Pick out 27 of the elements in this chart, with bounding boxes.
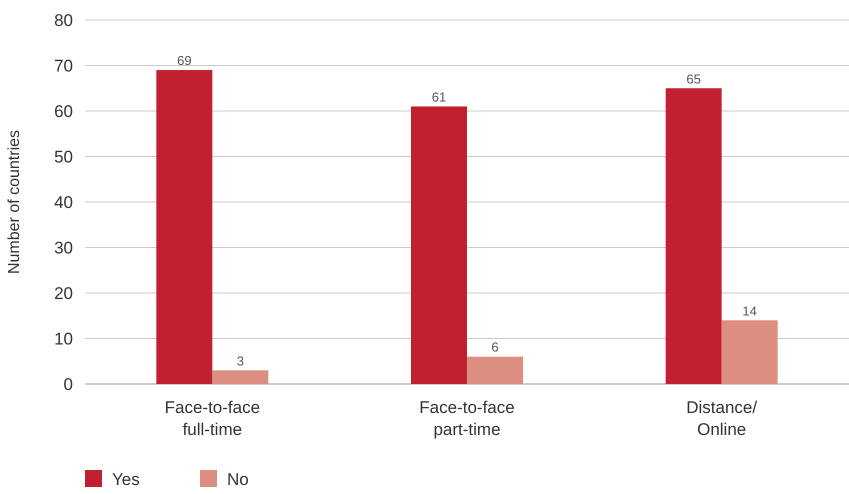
legend-label: Yes bbox=[112, 470, 140, 489]
y-tick-label: 50 bbox=[54, 147, 73, 166]
bar bbox=[411, 106, 467, 384]
y-tick-label: 30 bbox=[54, 238, 73, 258]
bar bbox=[666, 88, 722, 384]
y-tick-label: 70 bbox=[54, 56, 73, 76]
bar bbox=[156, 70, 212, 384]
data-label: 65 bbox=[686, 71, 701, 86]
data-label: 69 bbox=[177, 53, 192, 68]
y-tick-label: 20 bbox=[54, 284, 73, 303]
bar bbox=[212, 370, 268, 384]
y-tick-label: 80 bbox=[54, 10, 73, 30]
y-tick-label: 60 bbox=[54, 102, 73, 121]
data-label: 61 bbox=[432, 89, 446, 104]
bar bbox=[722, 320, 778, 384]
x-tick-label: Face-to-face full-time bbox=[164, 398, 260, 439]
data-label: 3 bbox=[236, 353, 244, 368]
data-label: 14 bbox=[742, 303, 757, 318]
x-tick-label: Face-to-face part-time bbox=[419, 398, 515, 439]
y-axis-title: Number of countries bbox=[6, 130, 23, 274]
y-tick-label: 10 bbox=[54, 329, 73, 348]
legend-label: No bbox=[227, 470, 249, 489]
x-tick-label: Distance/ Online bbox=[686, 398, 758, 439]
bar bbox=[467, 356, 523, 384]
y-tick-label: 0 bbox=[64, 374, 73, 394]
data-label: 6 bbox=[491, 340, 499, 355]
y-tick-label: 40 bbox=[54, 192, 73, 212]
